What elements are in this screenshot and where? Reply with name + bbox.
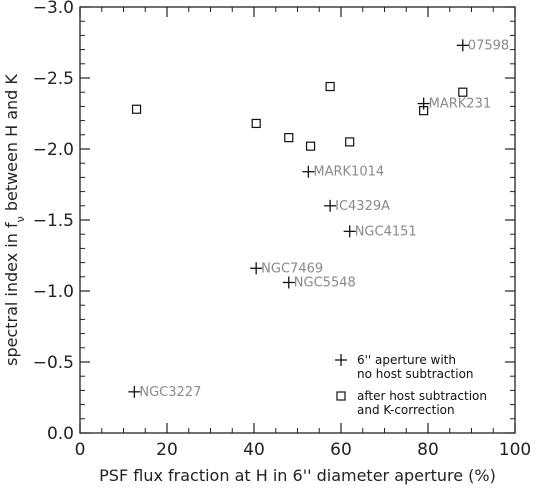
legend-marker-square [336, 391, 346, 401]
x-tick-label: 100 [499, 440, 531, 460]
data-point-square [284, 133, 294, 143]
y-axis-title-sub: ν [14, 216, 27, 222]
y-tick-label: −3.0 [33, 0, 74, 18]
legend-text-line2: no host subtraction [357, 367, 474, 381]
data-point-plus [343, 225, 356, 238]
data-point-plus [456, 39, 469, 52]
data-label: MARK231 [429, 97, 491, 112]
series-no-host-subtraction [128, 39, 469, 398]
data-point-plus [128, 385, 141, 398]
x-tick-label: 0 [75, 440, 86, 460]
data-point-plus [417, 97, 430, 110]
data-label: NGC3227 [139, 385, 201, 400]
y-tick-label: −2.0 [33, 140, 74, 160]
y-tick-label: 0.0 [47, 424, 74, 444]
y-axis-title-main: spectral index in f [2, 222, 21, 366]
data-label: NGC7469 [261, 261, 323, 276]
data-point-square [325, 81, 335, 92]
data-label: NGC4151 [355, 224, 417, 239]
x-axis-title: PSF flux fraction at H in 6'' diameter a… [99, 466, 496, 485]
data-point-plus [250, 262, 263, 275]
data-point-square [305, 141, 316, 151]
y-tick-label: −1.0 [33, 282, 74, 302]
data-label: IC4329A [335, 199, 390, 214]
legend-text-line1: after host subtraction [357, 389, 487, 403]
data-point-square [251, 118, 261, 129]
data-point-square [131, 104, 142, 114]
legend-text-line1: 6'' aperture with [357, 353, 456, 367]
y-axis-title-tail: between H and K [2, 74, 21, 217]
y-axis-title: spectral index in fν between H and K [2, 74, 27, 366]
legend-marker-plus [335, 354, 347, 366]
data-point-square [458, 87, 468, 97]
data-label: MARK1014 [313, 165, 384, 180]
data-label: NGC5548 [294, 275, 356, 290]
x-tick-label: 20 [156, 440, 178, 460]
axis-ticks [79, 6, 516, 434]
y-tick-label: −0.5 [33, 353, 74, 373]
data-point-plus [282, 276, 295, 289]
data-point-square [345, 137, 355, 147]
y-tick-label: −2.5 [33, 69, 74, 89]
x-tick-label: 40 [243, 440, 265, 460]
data-point-plus [302, 165, 315, 178]
series-host-subtracted [131, 81, 468, 151]
data-series [128, 39, 469, 398]
y-tick-label: −1.5 [33, 211, 74, 231]
x-tick-label: 80 [417, 440, 439, 460]
data-label: 07598 [468, 38, 509, 53]
tick-labels: 0 20 40 60 80 100 −3.0 −2.5 −2.0 −1.5 −1.0 −0.5 0.0 [33, 0, 532, 460]
legend-text-line2: and K-correction [357, 403, 455, 417]
x-tick-label: 60 [330, 440, 352, 460]
data-point-square [419, 106, 429, 116]
data-point-plus [324, 199, 337, 212]
